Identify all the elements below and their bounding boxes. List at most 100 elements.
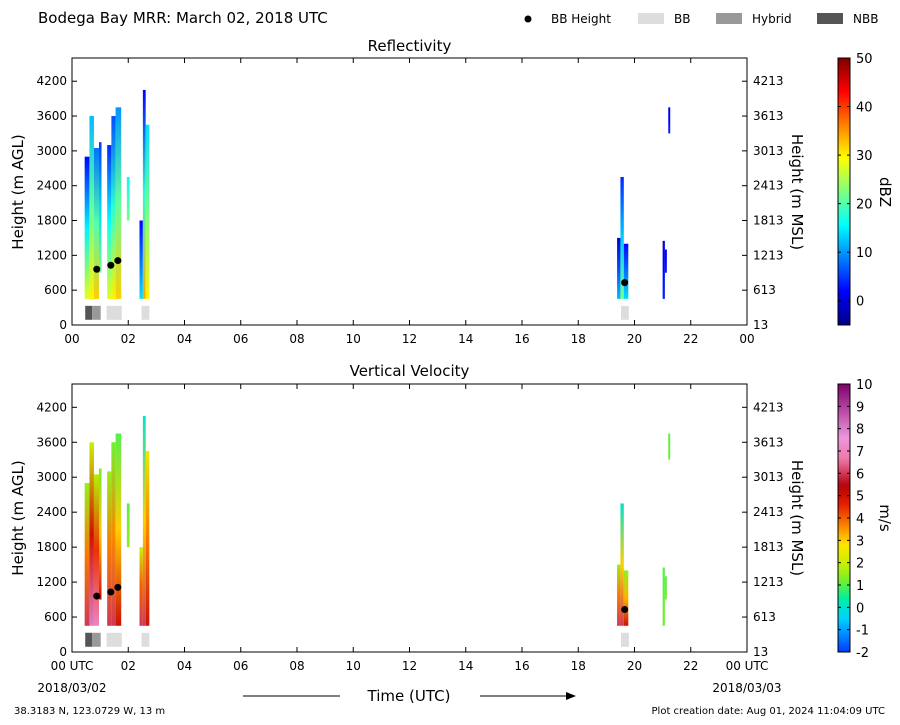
velocity-colorbar-tick-label: 6 bbox=[856, 467, 864, 482]
reflectivity-echo-column bbox=[107, 145, 112, 299]
velocity-colorbar-tick-label: 10 bbox=[856, 378, 873, 393]
velocity-echo-column bbox=[145, 451, 150, 626]
x-axis-label: Time (UTC) bbox=[367, 687, 451, 705]
reflectivity-echo-column bbox=[99, 142, 102, 273]
velocity-y-tick-label-left: 2400 bbox=[36, 505, 67, 519]
reflectivity-echo-column bbox=[111, 116, 116, 299]
velocity-bb-class-bb bbox=[106, 632, 122, 647]
velocity-y-tick-label-right: 3613 bbox=[753, 435, 784, 449]
reflectivity-echo-column bbox=[93, 147, 99, 299]
reflectivity-title: Reflectivity bbox=[368, 37, 452, 55]
reflectivity-x-tick-label: 08 bbox=[289, 332, 304, 346]
reflectivity-y-tick-label-left: 600 bbox=[44, 283, 67, 297]
velocity-x-tick-label: 14 bbox=[458, 659, 473, 673]
velocity-colorbar-tick-label: 3 bbox=[856, 534, 864, 549]
velocity-bb-height-point bbox=[621, 605, 629, 613]
reflectivity-colorbar-tick-label: 20 bbox=[856, 198, 873, 213]
reflectivity-echo-column bbox=[89, 116, 94, 299]
reflectivity-x-tick-label: 20 bbox=[627, 332, 642, 346]
velocity-y-tick-label-left: 600 bbox=[44, 610, 67, 624]
velocity-y-tick-label-right: 1813 bbox=[753, 540, 784, 554]
velocity-echo-column bbox=[139, 547, 143, 626]
velocity-bb-class-bb bbox=[621, 632, 629, 647]
velocity-y-tick-label-right: 2413 bbox=[753, 505, 784, 519]
reflectivity-ylabel-right: Height (m MSL) bbox=[788, 134, 806, 250]
reflectivity-bb-class-bb bbox=[106, 305, 122, 320]
velocity-echo-column bbox=[126, 503, 130, 548]
velocity-y-tick-label-left: 1800 bbox=[36, 540, 67, 554]
legend-label-bb: BB bbox=[674, 12, 690, 26]
reflectivity-bb-class-nbb bbox=[85, 305, 93, 320]
reflectivity-y-tick-label-left: 4200 bbox=[36, 74, 67, 88]
velocity-colorbar-tick-label: 2 bbox=[856, 557, 864, 572]
velocity-echo-column bbox=[107, 471, 112, 626]
velocity-y-tick-label-left: 3600 bbox=[36, 435, 67, 449]
velocity-y-tick-label-right: 4213 bbox=[753, 400, 784, 414]
velocity-colorbar: -2 -1 0 1 2 3 4 5 6 7 8 9 10 bbox=[837, 378, 873, 661]
reflectivity-y-tick-label-right: 4213 bbox=[753, 74, 784, 88]
velocity-colorbar-tick-label: 7 bbox=[856, 445, 864, 460]
reflectivity-x-tick-label: 12 bbox=[402, 332, 417, 346]
velocity-colorbar-tick-label: 1 bbox=[856, 579, 864, 594]
velocity-colorbar-tick-label: 4 bbox=[856, 512, 864, 527]
reflectivity-colorbar-tick-label: 50 bbox=[856, 52, 873, 67]
legend-marker-bb-height bbox=[524, 15, 532, 23]
reflectivity-y-tick-label-left: 3600 bbox=[36, 109, 67, 123]
velocity-bb-height-point bbox=[107, 588, 115, 596]
reflectivity-echo-column bbox=[623, 243, 629, 299]
reflectivity-y-tick-label-left: 1200 bbox=[36, 248, 67, 262]
reflectivity-x-tick-label: 00 bbox=[739, 332, 754, 346]
velocity-echo-column bbox=[617, 564, 621, 626]
velocity-echo-column bbox=[99, 468, 102, 600]
velocity-echo-column bbox=[89, 442, 94, 626]
reflectivity-x-tick-label: 14 bbox=[458, 332, 473, 346]
reflectivity-y-tick-label-left: 0 bbox=[59, 318, 67, 332]
legend-swatch-bb bbox=[638, 13, 664, 24]
velocity-x-tick-label: 00 UTC bbox=[726, 659, 769, 673]
velocity-y-tick-label-right: 3013 bbox=[753, 470, 784, 484]
reflectivity-y-tick-label-right: 1813 bbox=[753, 214, 784, 228]
velocity-y-tick-label-left: 0 bbox=[59, 645, 67, 659]
reflectivity-bb-height-point bbox=[621, 279, 629, 287]
velocity-x-tick-label: 18 bbox=[571, 659, 586, 673]
velocity-ylabel-left: Height (m AGL) bbox=[9, 460, 27, 575]
legend-swatch-nbb bbox=[817, 13, 843, 24]
reflectivity-echo-column bbox=[145, 124, 150, 299]
figure-title: Bodega Bay MRR: March 02, 2018 UTC bbox=[38, 9, 328, 27]
vertical-velocity-panel: Vertical Velocity Height (m AGL) Height … bbox=[9, 362, 894, 673]
velocity-y-tick-label-right: 13 bbox=[753, 645, 768, 659]
velocity-bb-class-bb bbox=[141, 632, 150, 647]
site-coordinates: 38.3183 N, 123.0729 W, 13 m bbox=[14, 706, 165, 717]
reflectivity-echo-column bbox=[620, 176, 624, 299]
reflectivity-y-tick-label-left: 2400 bbox=[36, 179, 67, 193]
velocity-colorbar-tick-label: 0 bbox=[856, 601, 864, 616]
velocity-colorbar-tick-label: -1 bbox=[856, 624, 869, 639]
reflectivity-y-tick-label-right: 3613 bbox=[753, 109, 784, 123]
velocity-echo-column bbox=[142, 416, 146, 626]
reflectivity-ylabel-left: Height (m AGL) bbox=[9, 134, 27, 249]
velocity-colorbar-tick-label: -2 bbox=[856, 646, 869, 661]
velocity-echo-column bbox=[93, 474, 99, 626]
velocity-x-tick-label: 04 bbox=[177, 659, 192, 673]
reflectivity-bb-height-point bbox=[107, 261, 115, 269]
velocity-colorbar-tick-label: 9 bbox=[856, 400, 864, 415]
reflectivity-y-tick-label-right: 613 bbox=[753, 283, 776, 297]
time-arrow-head bbox=[566, 692, 576, 700]
start-date: 2018/03/02 bbox=[37, 681, 106, 695]
velocity-y-tick-label-left: 4200 bbox=[36, 400, 67, 414]
velocity-x-tick-label: 20 bbox=[627, 659, 642, 673]
reflectivity-echo-column bbox=[668, 107, 671, 134]
velocity-echo-column bbox=[111, 442, 116, 626]
velocity-x-tick-label: 02 bbox=[121, 659, 136, 673]
velocity-echo-column bbox=[84, 483, 90, 626]
reflectivity-colorbar-bar bbox=[837, 57, 851, 326]
velocity-x-tick-label: 16 bbox=[514, 659, 529, 673]
reflectivity-x-tick-label: 06 bbox=[233, 332, 248, 346]
reflectivity-colorbar-tick-label: 30 bbox=[856, 149, 873, 164]
velocity-y-tick-label-left: 1200 bbox=[36, 575, 67, 589]
velocity-y-tick-label-left: 3000 bbox=[36, 470, 67, 484]
reflectivity-colorbar-tick-label: 0 bbox=[856, 295, 864, 310]
reflectivity-x-tick-label: 18 bbox=[571, 332, 586, 346]
reflectivity-colorbar-tick-label: 40 bbox=[856, 101, 873, 116]
